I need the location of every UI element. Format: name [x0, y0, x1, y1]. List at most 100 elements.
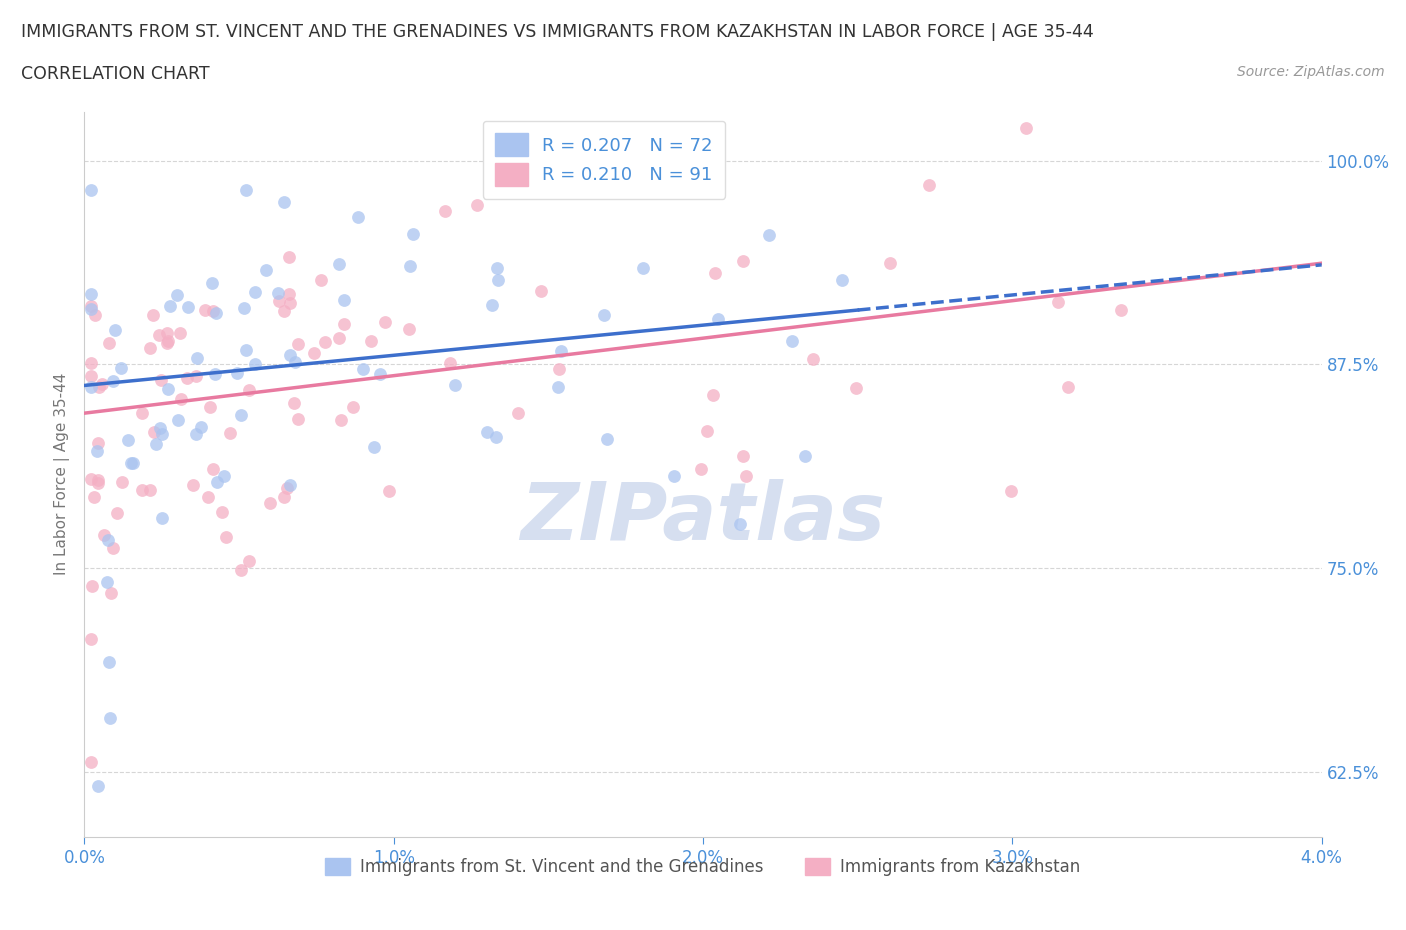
Point [170, 392, 193, 406]
Point [547, 379, 569, 394]
Point [194, 303, 217, 318]
Point [100, 585, 122, 600]
Point [780, 334, 803, 349]
Point [530, 284, 553, 299]
Point [139, 340, 162, 355]
Point [399, 259, 422, 273]
Point [232, 300, 254, 315]
Point [703, 266, 725, 281]
Point [186, 426, 208, 441]
Point [122, 456, 145, 471]
Point [283, 396, 305, 411]
Point [267, 286, 290, 300]
Point [254, 262, 277, 277]
Point [243, 285, 266, 299]
Point [229, 408, 252, 423]
Point [314, 335, 336, 350]
Point [475, 424, 498, 439]
Point [486, 260, 509, 275]
Point [131, 405, 153, 420]
Point [155, 336, 177, 351]
Point [402, 227, 425, 242]
Point [152, 511, 174, 525]
Point [211, 505, 233, 520]
Point [845, 380, 868, 395]
Point [1015, 121, 1038, 136]
Point [82, 578, 104, 593]
Point [278, 477, 301, 492]
Point [97, 336, 120, 351]
Point [89, 379, 111, 394]
Point [205, 474, 228, 489]
Point [328, 330, 350, 345]
Point [186, 351, 208, 365]
Point [352, 361, 374, 376]
Point [801, 352, 824, 366]
Point [273, 304, 295, 319]
Point [117, 432, 139, 447]
Point [80, 183, 103, 198]
Point [226, 366, 249, 381]
Point [159, 299, 181, 313]
Point [204, 366, 226, 381]
Point [332, 316, 354, 331]
Point [439, 356, 461, 371]
Text: Source: ZipAtlas.com: Source: ZipAtlas.com [1237, 65, 1385, 79]
Point [662, 469, 685, 484]
Point [273, 489, 295, 504]
Point [97, 655, 120, 670]
Point [79, 356, 101, 371]
Point [156, 326, 179, 340]
Point [231, 563, 253, 578]
Point [149, 372, 172, 387]
Point [794, 448, 817, 463]
Point [87, 476, 110, 491]
Point [215, 529, 238, 544]
Point [276, 481, 298, 496]
Point [235, 342, 257, 357]
Point [201, 304, 224, 319]
Point [259, 495, 281, 510]
Point [481, 298, 503, 312]
Point [328, 257, 350, 272]
Point [204, 305, 226, 320]
Point [280, 296, 302, 311]
Point [333, 293, 356, 308]
Point [238, 554, 260, 569]
Point [273, 195, 295, 210]
Point [706, 312, 728, 326]
Point [277, 286, 299, 301]
Point [149, 421, 172, 436]
Point [287, 412, 309, 427]
Point [169, 326, 191, 340]
Point [79, 379, 101, 394]
Point [377, 484, 399, 498]
Point [142, 308, 165, 323]
Point [87, 472, 110, 487]
Point [96, 533, 118, 548]
Point [733, 253, 755, 268]
Point [486, 272, 509, 287]
Point [277, 249, 299, 264]
Point [79, 472, 101, 486]
Point [98, 711, 121, 725]
Point [484, 430, 506, 445]
Point [157, 381, 180, 396]
Point [79, 368, 101, 383]
Point [1057, 379, 1080, 394]
Point [96, 575, 118, 590]
Point [120, 456, 142, 471]
Point [167, 412, 190, 427]
Point [79, 299, 101, 313]
Point [278, 348, 301, 363]
Point [87, 778, 110, 793]
Point [287, 337, 309, 352]
Point [238, 382, 260, 397]
Point [702, 387, 724, 402]
Point [150, 426, 173, 441]
Point [267, 294, 290, 309]
Point [104, 323, 127, 338]
Point [758, 228, 780, 243]
Point [80, 631, 103, 646]
Point [374, 314, 396, 329]
